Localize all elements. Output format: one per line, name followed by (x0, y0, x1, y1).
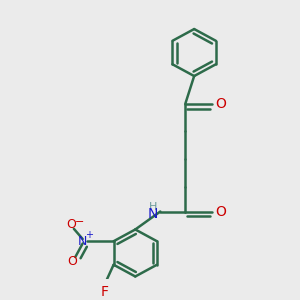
Text: N: N (78, 235, 87, 248)
Text: O: O (68, 256, 77, 268)
Text: F: F (101, 285, 109, 299)
Text: H: H (149, 202, 157, 212)
Text: −: − (74, 218, 84, 227)
Text: +: + (85, 230, 93, 240)
Text: O: O (66, 218, 76, 231)
Text: O: O (215, 205, 226, 218)
Text: O: O (215, 97, 226, 111)
Text: N: N (148, 207, 158, 221)
